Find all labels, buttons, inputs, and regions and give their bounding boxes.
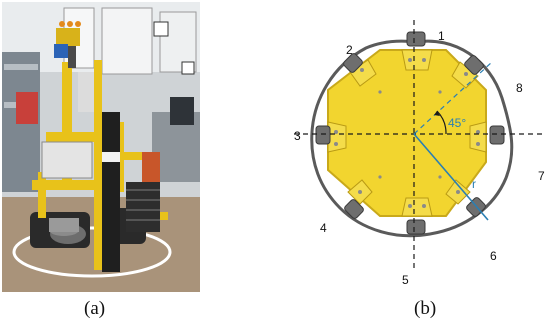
sensor-plate-svg: 45° r 1 2 3 4 5 6 7 8 [294, 20, 545, 287]
sensor-number-8: 8 [516, 81, 523, 95]
sensor-number-6: 6 [490, 249, 497, 263]
sensor-number-5: 5 [402, 273, 409, 287]
sensor-cable [310, 39, 514, 238]
radius-label: r [472, 177, 476, 191]
radius-line [413, 133, 489, 221]
angle-arc [436, 110, 447, 135]
sensor-plate-diagram: 45° r 1 2 3 4 5 6 7 8 [280, 2, 555, 292]
sensor-number-4: 4 [320, 221, 327, 235]
sensor-number-2: 2 [346, 43, 353, 57]
robot-photo [2, 2, 200, 292]
caption-a: (a) [84, 298, 106, 319]
sensor-number-3: 3 [294, 129, 301, 143]
sensor-number-7: 7 [538, 169, 545, 183]
robot-photo-drawing [2, 2, 200, 292]
caption-b: (b) [414, 298, 437, 319]
angle-label: 45° [448, 116, 466, 130]
sensor-number-1: 1 [438, 29, 445, 43]
sensors [315, 31, 505, 235]
